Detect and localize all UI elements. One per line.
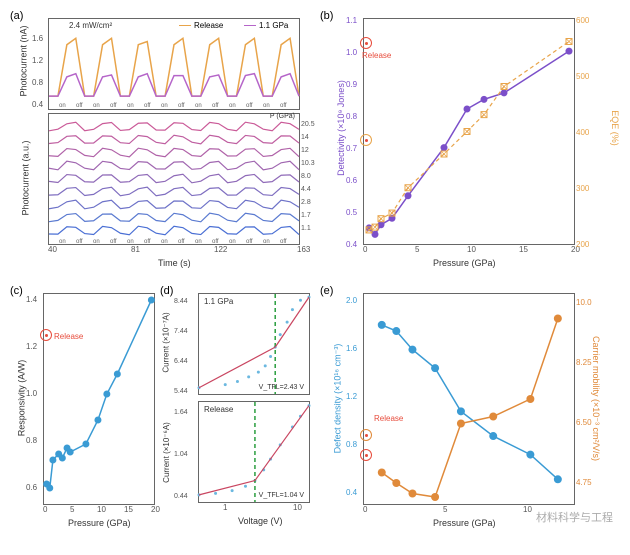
ylabel-a-bottom: Photocurrent (a.u.)	[21, 140, 31, 215]
anno-d-bottom: Release	[204, 405, 233, 414]
power-annotation: 2.4 mW/cm²	[69, 21, 112, 30]
chart-b	[364, 19, 574, 244]
svg-text:off: off	[280, 103, 287, 109]
release-label-e: Release	[374, 414, 403, 423]
panel-a: (a) on off on off on off on off on off on off on off …	[8, 8, 313, 278]
panel-label-a: (a)	[10, 10, 23, 22]
chart-d-top	[199, 294, 309, 394]
legend-11gpa-text: 1.1 GPa	[259, 21, 288, 30]
svg-text:on: on	[59, 239, 66, 245]
svg-text:on: on	[195, 239, 202, 245]
svg-text:on: on	[161, 103, 168, 109]
release-marker-def	[360, 449, 372, 461]
vtfl-d-bottom: V_TFL=1.04 V	[259, 492, 304, 499]
svg-text:on: on	[161, 239, 168, 245]
legend-line-11gpa	[244, 25, 256, 27]
panel-c: (c) Release Responsivity (A/W) Pressure …	[8, 283, 158, 533]
panel-label-c: (c)	[10, 285, 23, 297]
svg-text:on: on	[93, 239, 100, 245]
pressure-header: P (GPa)	[270, 113, 295, 120]
xlabel-a: Time (s)	[158, 258, 191, 268]
panel-b: (b) Release Detectivity (×10⁹ Jones) EQE…	[318, 8, 623, 278]
svg-text:on: on	[263, 103, 270, 109]
ylabel-d-top: Current (×10⁻⁷A)	[162, 312, 171, 372]
svg-text:on: on	[263, 239, 270, 245]
release-marker-c	[40, 329, 52, 341]
svg-text:off: off	[110, 103, 117, 109]
plot-e: Release	[363, 293, 575, 505]
panel-d: (d) 1.1 GPa V_TFL=2.43 V Current (×10⁻⁷A…	[158, 283, 313, 533]
release-marker-eqe	[360, 134, 372, 146]
svg-text:on: on	[229, 103, 236, 109]
xlabel-e: Pressure (GPa)	[433, 518, 496, 528]
legend-11gpa: 1.1 GPa	[244, 21, 288, 30]
ylabel-d-bottom: Current (×10⁻⁶A)	[162, 422, 171, 483]
svg-text:off: off	[144, 103, 151, 109]
release-marker-mob	[360, 429, 372, 441]
plot-d-bottom: Release V_TFL=1.04 V	[198, 401, 310, 503]
release-label-b: Release	[362, 51, 391, 60]
ylabel-e-right: Carrier mobility (×10⁻³ cm²/V/s)	[590, 336, 601, 461]
plot-a-bottom: onoffonoffonoffonoffonoffonoffonoff P (G…	[48, 113, 300, 245]
plot-c: Release	[43, 293, 155, 505]
ylabel-e-left: Defect density (×10¹⁶ cm⁻³)	[332, 344, 343, 454]
svg-text:off: off	[110, 239, 117, 245]
plot-d-top: 1.1 GPa V_TFL=2.43 V	[198, 293, 310, 395]
release-label-c: Release	[54, 332, 83, 341]
panel-label-d: (d)	[160, 285, 173, 297]
panel-e: (e) Release Defect density (×10¹⁶ cm⁻³) …	[318, 283, 623, 533]
chart-e	[364, 294, 574, 504]
anno-d-top: 1.1 GPa	[204, 297, 233, 306]
xlabel-b: Pressure (GPa)	[433, 258, 496, 268]
watermark: 材料科学与工程	[536, 509, 613, 525]
svg-text:on: on	[229, 239, 236, 245]
xlabel-d: Voltage (V)	[238, 516, 283, 526]
chart-d-bottom	[199, 402, 309, 502]
svg-text:on: on	[127, 103, 134, 109]
svg-text:off: off	[212, 103, 219, 109]
svg-text:on: on	[59, 103, 66, 109]
svg-text:off: off	[178, 239, 185, 245]
svg-text:off: off	[178, 103, 185, 109]
svg-text:off: off	[246, 103, 253, 109]
legend-release: Release	[179, 21, 223, 30]
ylabel-b-left: Detectivity (×10⁹ Jones)	[336, 80, 346, 176]
chart-c	[44, 294, 154, 504]
panel-label-b: (b)	[320, 10, 333, 22]
ylabel-a-top: Photocurrent (nA)	[19, 25, 29, 96]
svg-text:off: off	[76, 239, 83, 245]
ylabel-b-right: EQE (%)	[610, 110, 620, 146]
svg-text:on: on	[195, 103, 202, 109]
svg-text:off: off	[280, 239, 287, 245]
ylabel-c: Responsivity (A/W)	[16, 360, 26, 437]
svg-text:off: off	[76, 103, 83, 109]
vtfl-d-top: V_TFL=2.43 V	[259, 384, 304, 391]
plot-a-top: on off on off on off on off on off on off on off 2.4 …	[48, 18, 300, 110]
chart-a-top: on off on off on off on off on off on off on off	[49, 19, 299, 109]
legend-line-release	[179, 25, 191, 27]
panel-label-e: (e)	[320, 285, 333, 297]
plot-b: Release	[363, 18, 575, 245]
release-marker-det	[360, 37, 372, 49]
chart-a-bottom: onoffonoffonoffonoffonoffonoffonoff	[49, 114, 299, 244]
svg-text:on: on	[93, 103, 100, 109]
xlabel-c: Pressure (GPa)	[68, 518, 131, 528]
legend-release-text: Release	[194, 21, 223, 30]
svg-text:off: off	[246, 239, 253, 245]
svg-text:off: off	[144, 239, 151, 245]
